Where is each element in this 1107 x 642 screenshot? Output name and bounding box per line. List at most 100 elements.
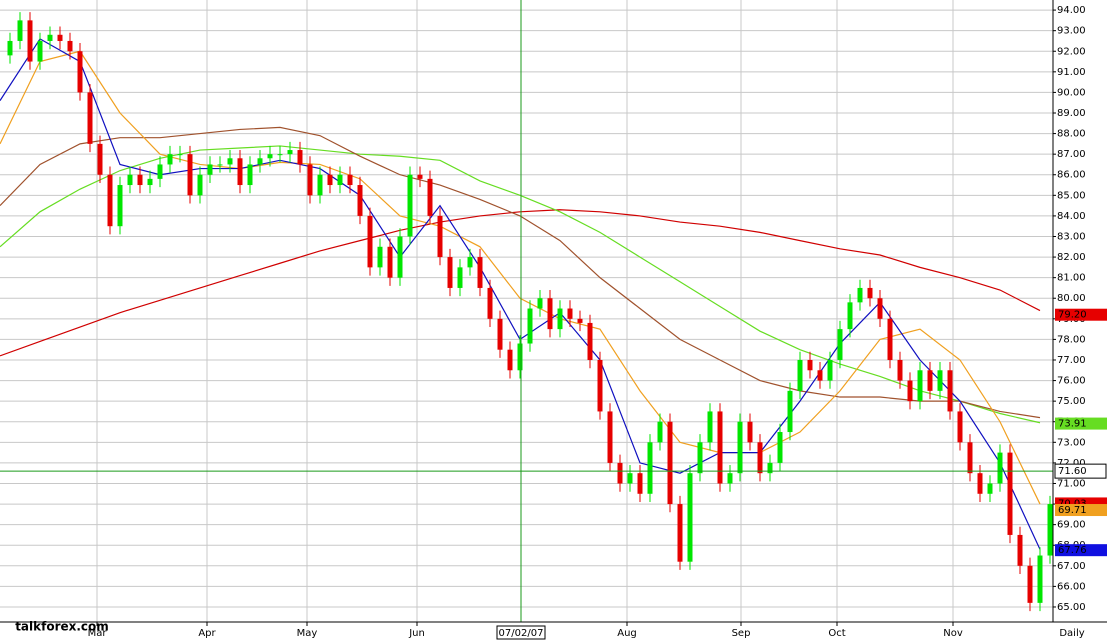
- candle-body: [297, 150, 303, 165]
- candle-body: [987, 483, 993, 494]
- y-tick-label: 67.00: [1057, 561, 1086, 572]
- y-tick-label: 88.00: [1057, 129, 1086, 140]
- y-tick-label: 85.00: [1057, 190, 1086, 201]
- candle-body: [737, 421, 743, 474]
- y-tick-label: 77.00: [1057, 355, 1086, 366]
- candle-body: [97, 143, 103, 175]
- candle-body: [467, 257, 473, 268]
- candle-body: [257, 158, 263, 165]
- candle-body: [587, 322, 593, 360]
- candle-body: [687, 473, 693, 562]
- y-tick-label: 91.00: [1057, 67, 1086, 78]
- candle-body: [377, 246, 383, 268]
- candle-body: [857, 287, 863, 303]
- y-tick-label: 84.00: [1057, 211, 1086, 222]
- candle-body: [137, 174, 143, 186]
- price-box-label: 79.20: [1058, 310, 1087, 321]
- candle-body: [547, 298, 553, 330]
- y-tick-label: 72.00: [1057, 458, 1086, 469]
- candle-body: [57, 34, 63, 41]
- candle-body: [1017, 534, 1023, 566]
- candle-body: [527, 308, 533, 344]
- candle-body: [957, 411, 963, 443]
- candle-body: [67, 40, 73, 52]
- candle-body: [187, 154, 193, 196]
- x-tick-label: Jun: [408, 628, 425, 639]
- x-tick-label: Nov: [943, 628, 963, 639]
- candle-body: [1047, 504, 1053, 556]
- x-tick-label: Aug: [617, 628, 637, 639]
- candle-body: [447, 257, 453, 288]
- candle-body: [597, 359, 603, 412]
- candle-body: [837, 329, 843, 360]
- candle-body: [707, 411, 713, 443]
- period-label: Daily: [1059, 628, 1084, 639]
- candle-body: [827, 359, 833, 381]
- candle-body: [557, 308, 563, 330]
- candle-body: [247, 164, 253, 186]
- candle-body: [27, 20, 33, 62]
- candle-body: [577, 318, 583, 323]
- candle-body: [767, 462, 773, 474]
- y-tick-label: 78.00: [1057, 334, 1086, 345]
- crosshair-date-label: 07/02/07: [499, 628, 544, 639]
- y-tick-label: 92.00: [1057, 46, 1086, 57]
- candle-body: [87, 92, 93, 144]
- candle-body: [867, 287, 873, 299]
- candle-body: [237, 158, 243, 186]
- x-tick-label: Apr: [198, 628, 216, 639]
- y-tick-label: 69.00: [1057, 520, 1086, 531]
- y-tick-label: 66.00: [1057, 581, 1086, 592]
- candle-body: [457, 267, 463, 288]
- candle-body: [7, 40, 13, 56]
- candle-body: [517, 343, 523, 371]
- candle-body: [607, 411, 613, 463]
- candle-body: [407, 174, 413, 237]
- candle-body: [887, 318, 893, 360]
- candle-body: [697, 442, 703, 474]
- candle-body: [147, 178, 153, 186]
- candle-body: [807, 359, 813, 371]
- y-tick-label: 83.00: [1057, 231, 1086, 242]
- candle-body: [367, 215, 373, 268]
- candle-body: [847, 302, 853, 330]
- candles: [7, 12, 1053, 612]
- y-tick-label: 94.00: [1057, 5, 1086, 16]
- candle-body: [907, 380, 913, 402]
- candle-body: [777, 432, 783, 463]
- candle-body: [677, 504, 683, 562]
- candle-body: [797, 359, 803, 391]
- candle-body: [897, 359, 903, 381]
- candle-body: [307, 164, 313, 196]
- x-tick-label: Sep: [732, 628, 751, 639]
- candle-body: [657, 421, 663, 443]
- candle-body: [477, 257, 483, 288]
- candle-body: [1027, 565, 1033, 603]
- candle-body: [177, 154, 183, 156]
- candle-body: [117, 185, 123, 227]
- candle-body: [537, 298, 543, 309]
- candle-body: [77, 51, 83, 93]
- x-tick-label: May: [297, 628, 318, 639]
- candle-body: [507, 349, 513, 371]
- y-tick-label: 80.00: [1057, 293, 1086, 304]
- candle-body: [757, 442, 763, 474]
- price-box: [1055, 417, 1107, 430]
- candle-body: [817, 370, 823, 381]
- y-tick-label: 87.00: [1057, 149, 1086, 160]
- candle-body: [617, 462, 623, 484]
- candle-body: [437, 215, 443, 258]
- candle-body: [937, 370, 943, 391]
- x-tick-label: Mar: [88, 628, 108, 639]
- candle-body: [107, 174, 113, 227]
- candle-body: [877, 298, 883, 319]
- price-box: [1055, 308, 1107, 321]
- crosshair-price-label: 71.60: [1058, 466, 1087, 477]
- x-tick-label: Oct: [828, 628, 845, 639]
- y-tick-label: 93.00: [1057, 26, 1086, 37]
- y-tick-label: 81.00: [1057, 273, 1086, 284]
- candle-body: [207, 164, 213, 175]
- candle-body: [197, 174, 203, 196]
